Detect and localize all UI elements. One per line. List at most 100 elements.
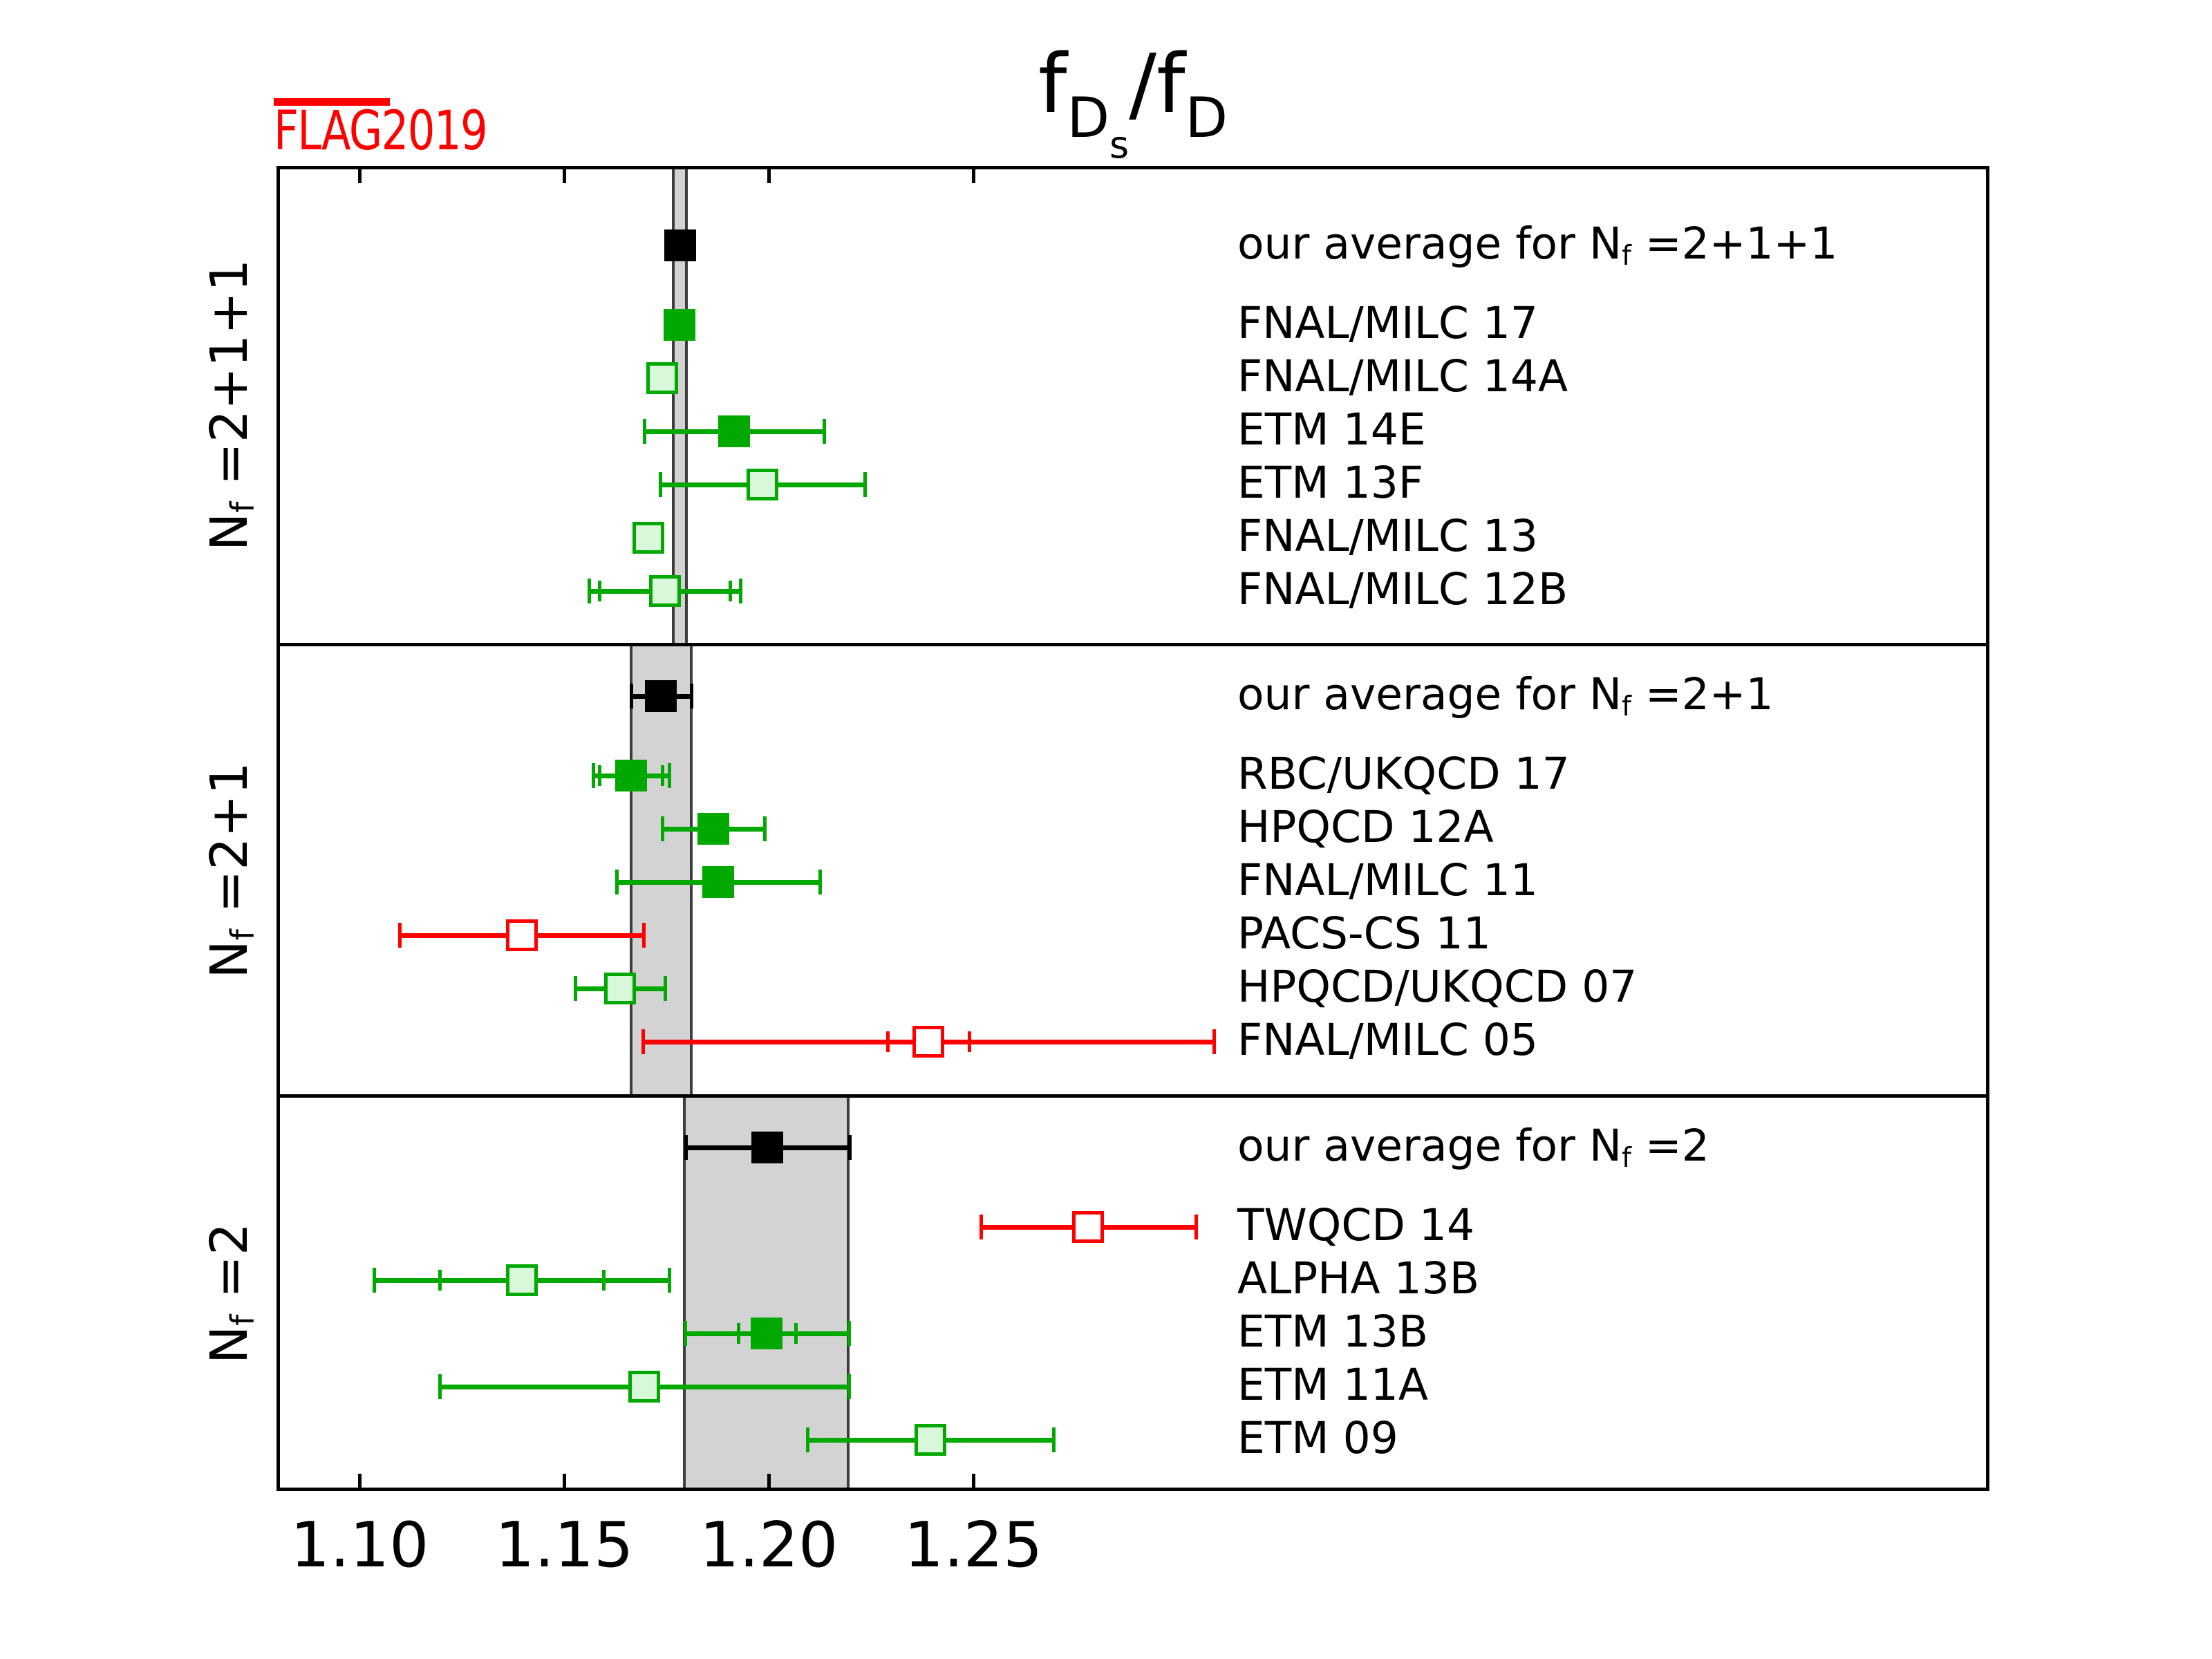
error-bar-cap bbox=[588, 579, 592, 603]
study-label: ETM 14E bbox=[1237, 404, 1426, 455]
error-bar-inner-tick bbox=[661, 765, 665, 786]
label-subscript: f bbox=[224, 1314, 262, 1326]
label-text: =2 bbox=[200, 1222, 259, 1315]
error-bar-cap bbox=[615, 870, 619, 894]
error-bar-cap bbox=[683, 1321, 687, 1346]
error-bar-cap bbox=[806, 1427, 810, 1452]
nf-axis-label: Nf =2 bbox=[200, 1223, 261, 1364]
error-bar-inner-tick bbox=[885, 1031, 890, 1052]
data-marker bbox=[648, 575, 681, 607]
error-bar-cap bbox=[684, 1135, 688, 1160]
data-marker bbox=[646, 362, 679, 394]
study-label: PACS-CS 11 bbox=[1237, 908, 1491, 959]
data-marker bbox=[632, 522, 664, 554]
label-subscript: f bbox=[1622, 240, 1631, 272]
label-text: our average for N bbox=[1237, 668, 1622, 720]
data-marker bbox=[697, 813, 730, 845]
title-sub-D: D bbox=[1185, 86, 1228, 150]
axis-tick-top bbox=[767, 169, 771, 183]
label-text: N bbox=[200, 1325, 259, 1365]
study-label: ALPHA 13B bbox=[1237, 1253, 1480, 1304]
label-text: =2+1 bbox=[200, 761, 259, 929]
study-label: HPQCD/UKQCD 07 bbox=[1237, 961, 1638, 1012]
axis-tick-label: 1.10 bbox=[290, 1509, 429, 1582]
axis-tick-label: 1.15 bbox=[494, 1509, 634, 1582]
error-bar-cap bbox=[847, 1321, 851, 1346]
label-text: N bbox=[200, 512, 259, 552]
study-label: HPQCD 12A bbox=[1237, 801, 1494, 852]
data-marker bbox=[615, 760, 647, 791]
data-marker bbox=[628, 1371, 660, 1403]
error-bar-cap bbox=[373, 1268, 377, 1293]
error-bar-cap bbox=[398, 923, 402, 948]
data-marker bbox=[914, 1424, 946, 1456]
error-bar-cap bbox=[763, 816, 767, 841]
label-subscript: f bbox=[1622, 691, 1631, 722]
data-marker bbox=[664, 309, 696, 341]
label-subscript: f bbox=[224, 928, 262, 940]
flag-logo-rest: G2019 bbox=[348, 100, 488, 162]
error-bar-cap bbox=[641, 1029, 646, 1054]
error-bar-cap bbox=[979, 1215, 983, 1239]
data-marker bbox=[505, 919, 538, 951]
study-label: ETM 11A bbox=[1237, 1359, 1428, 1410]
panel-divider bbox=[276, 643, 1989, 646]
study-label: FNAL/MILC 11 bbox=[1237, 854, 1539, 906]
label-subscript: f bbox=[224, 501, 262, 513]
error-bar-cap bbox=[847, 1135, 852, 1160]
error-bar-cap bbox=[659, 472, 663, 497]
label-text: =2 bbox=[1631, 1120, 1709, 1171]
data-marker bbox=[751, 1318, 783, 1349]
error-bar-inner-tick bbox=[598, 765, 602, 786]
study-label: ETM 09 bbox=[1237, 1412, 1398, 1463]
error-bar-cap bbox=[739, 579, 743, 603]
data-marker bbox=[1072, 1211, 1105, 1243]
error-bar-cap bbox=[1051, 1427, 1056, 1452]
label-text: our average for N bbox=[1237, 218, 1622, 269]
data-marker bbox=[747, 469, 779, 500]
study-label: FNAL/MILC 17 bbox=[1237, 297, 1539, 348]
error-bar-cap bbox=[663, 976, 667, 1001]
error-bar-cap bbox=[823, 419, 827, 444]
study-label: FNAL/MILC 12B bbox=[1237, 563, 1568, 615]
error-bar-cap bbox=[1212, 1029, 1216, 1054]
error-bar-cap bbox=[1194, 1215, 1199, 1239]
error-bar-cap bbox=[661, 816, 665, 841]
average-band bbox=[672, 166, 688, 644]
error-bar-cap bbox=[642, 419, 646, 444]
data-marker bbox=[912, 1026, 944, 1058]
average-label: our average for Nf =2+1 bbox=[1237, 673, 1774, 720]
data-marker bbox=[505, 1264, 538, 1296]
axis-tick-bottom bbox=[563, 1474, 567, 1488]
error-bar-cap bbox=[438, 1374, 442, 1399]
title-subsub-s: s bbox=[1109, 123, 1130, 167]
error-bar-inner-tick bbox=[794, 1323, 798, 1344]
flag-logo-overlined-part: FLA bbox=[274, 100, 350, 162]
study-label: FNAL/MILC 13 bbox=[1237, 510, 1539, 561]
flag-logo-overline bbox=[274, 98, 390, 106]
error-bar-cap bbox=[573, 976, 577, 1001]
error-bar-cap bbox=[630, 684, 634, 709]
study-label: FNAL/MILC 05 bbox=[1237, 1014, 1539, 1065]
average-label: our average for Nf =2+1+1 bbox=[1237, 222, 1838, 270]
axis-tick-top bbox=[563, 169, 567, 183]
axis-tick-bottom bbox=[358, 1474, 362, 1488]
label-subscript: f bbox=[1622, 1142, 1631, 1174]
average-band bbox=[683, 1096, 850, 1491]
average-marker bbox=[664, 229, 696, 261]
error-bar-cap bbox=[642, 923, 646, 948]
label-text: =2+1 bbox=[1631, 668, 1774, 720]
error-bar-inner-tick bbox=[601, 1270, 606, 1291]
axis-tick-top bbox=[358, 169, 362, 183]
nf-axis-label: Nf =2+1+1 bbox=[200, 259, 261, 551]
error-bar-inner-tick bbox=[438, 1270, 442, 1291]
title-f1: f bbox=[1038, 36, 1067, 131]
panel-divider bbox=[276, 1094, 1989, 1098]
study-label: ETM 13B bbox=[1237, 1306, 1429, 1357]
study-label: FNAL/MILC 14A bbox=[1237, 350, 1568, 402]
plot-title: fDs/fD bbox=[1038, 43, 1228, 164]
flag-logo-text: FLAG2019 bbox=[274, 104, 488, 158]
axis-tick-label: 1.25 bbox=[903, 1509, 1043, 1582]
error-bar-cap bbox=[847, 1374, 851, 1399]
